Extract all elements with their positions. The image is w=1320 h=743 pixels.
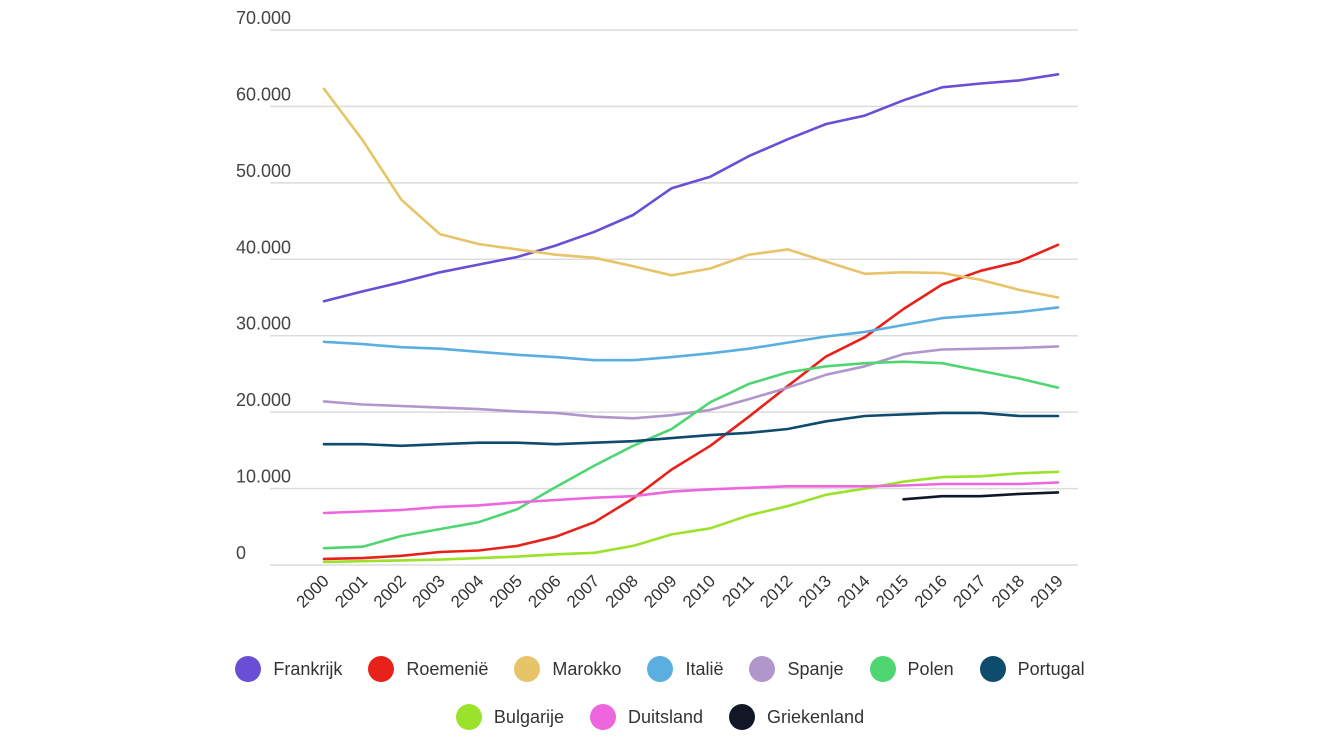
legend-row-2: Bulgarije Duitsland Griekenland <box>0 704 1320 730</box>
x-tick-label: 2002 <box>370 571 410 611</box>
legend-item: Roemenië <box>368 656 488 682</box>
legend-label: Marokko <box>552 658 622 679</box>
series-line-griekenland <box>902 491 1060 501</box>
x-tick-label: 2017 <box>949 571 989 611</box>
y-tick-label: 40.000 <box>236 237 291 257</box>
y-tick-label: 70.000 <box>236 8 291 28</box>
legend-swatch <box>455 704 482 730</box>
legend-label: Italië <box>685 658 724 679</box>
series-line-italië <box>322 306 1060 362</box>
y-tick-label: 20.000 <box>236 390 291 410</box>
x-tick-label: 2006 <box>524 571 564 611</box>
legend-item: Polen <box>869 656 954 682</box>
legend-swatch <box>729 704 756 730</box>
legend-label: Duitsland <box>627 706 704 727</box>
x-tick-label: 2019 <box>1027 571 1067 611</box>
series-line-frankrijk <box>322 73 1060 303</box>
legend-swatch <box>589 704 616 730</box>
legend-item: Bulgarije <box>455 704 564 730</box>
y-tick-label: 30.000 <box>236 314 291 334</box>
x-tick-label: 2014 <box>833 571 873 611</box>
y-axis-ticks: 0 10.000 20.000 30.000 40.000 50.000 60.000 70.… <box>236 8 291 563</box>
x-tick-label: 2012 <box>756 571 796 611</box>
legend-swatch <box>368 656 395 682</box>
legend-label: Polen <box>907 658 954 679</box>
x-axis-ticks: 2000200120022003200420052006200720082009… <box>293 571 1067 611</box>
legend-item: Portugal <box>979 656 1085 682</box>
series-line-marokko <box>322 87 1060 299</box>
y-tick-label: 10.000 <box>236 467 291 487</box>
legend-label: Bulgarije <box>493 706 564 727</box>
x-tick-label: 2000 <box>293 571 333 611</box>
legend-swatch <box>647 656 674 682</box>
legend-label: Frankrijk <box>273 658 343 679</box>
series-line-roemenië <box>322 243 1060 561</box>
series-line-spanje <box>322 345 1060 420</box>
x-tick-label: 2011 <box>718 571 757 610</box>
series-lines <box>322 73 1060 564</box>
legend-label: Griekenland <box>767 706 865 727</box>
y-tick-label: 0 <box>236 543 246 563</box>
series-line-bulgarije <box>322 470 1060 564</box>
y-tick-label: 50.000 <box>236 161 291 181</box>
x-tick-label: 2008 <box>602 571 642 611</box>
legend-label: Spanje <box>787 658 844 679</box>
legend-item: Marokko <box>514 656 621 682</box>
gridlines <box>270 29 1078 566</box>
x-tick-label: 2005 <box>486 571 526 611</box>
legend-swatch <box>514 656 541 682</box>
x-tick-label: 2007 <box>563 571 603 611</box>
legend-item: Duitsland <box>589 704 704 730</box>
x-tick-label: 2009 <box>640 571 680 611</box>
legend-label: Portugal <box>1017 658 1085 679</box>
x-tick-label: 2015 <box>872 571 912 611</box>
series-line-polen <box>322 360 1060 550</box>
legend-label: Roemenië <box>406 658 489 679</box>
series-line-portugal <box>322 411 1060 448</box>
x-tick-label: 2003 <box>409 571 449 611</box>
legend-item: Italië <box>647 656 723 682</box>
legend-swatch <box>979 656 1006 682</box>
legend-row-1: Frankrijk Roemenië Marokko Italië Spanje Pole… <box>0 656 1320 682</box>
legend-item: Spanje <box>749 656 844 682</box>
legend-swatch <box>869 656 896 682</box>
legend-swatch <box>235 656 262 682</box>
x-tick-label: 2016 <box>911 571 951 611</box>
x-tick-label: 2018 <box>988 571 1028 611</box>
x-tick-label: 2013 <box>795 571 835 611</box>
legend-item: Frankrijk <box>235 656 342 682</box>
x-tick-label: 2001 <box>331 571 371 611</box>
series-line-duitsland <box>322 481 1060 515</box>
x-tick-label: 2004 <box>447 571 487 611</box>
y-tick-label: 60.000 <box>236 84 291 104</box>
x-tick-label: 2010 <box>679 571 719 611</box>
legend-item: Griekenland <box>729 704 864 730</box>
legend-swatch <box>749 656 776 682</box>
